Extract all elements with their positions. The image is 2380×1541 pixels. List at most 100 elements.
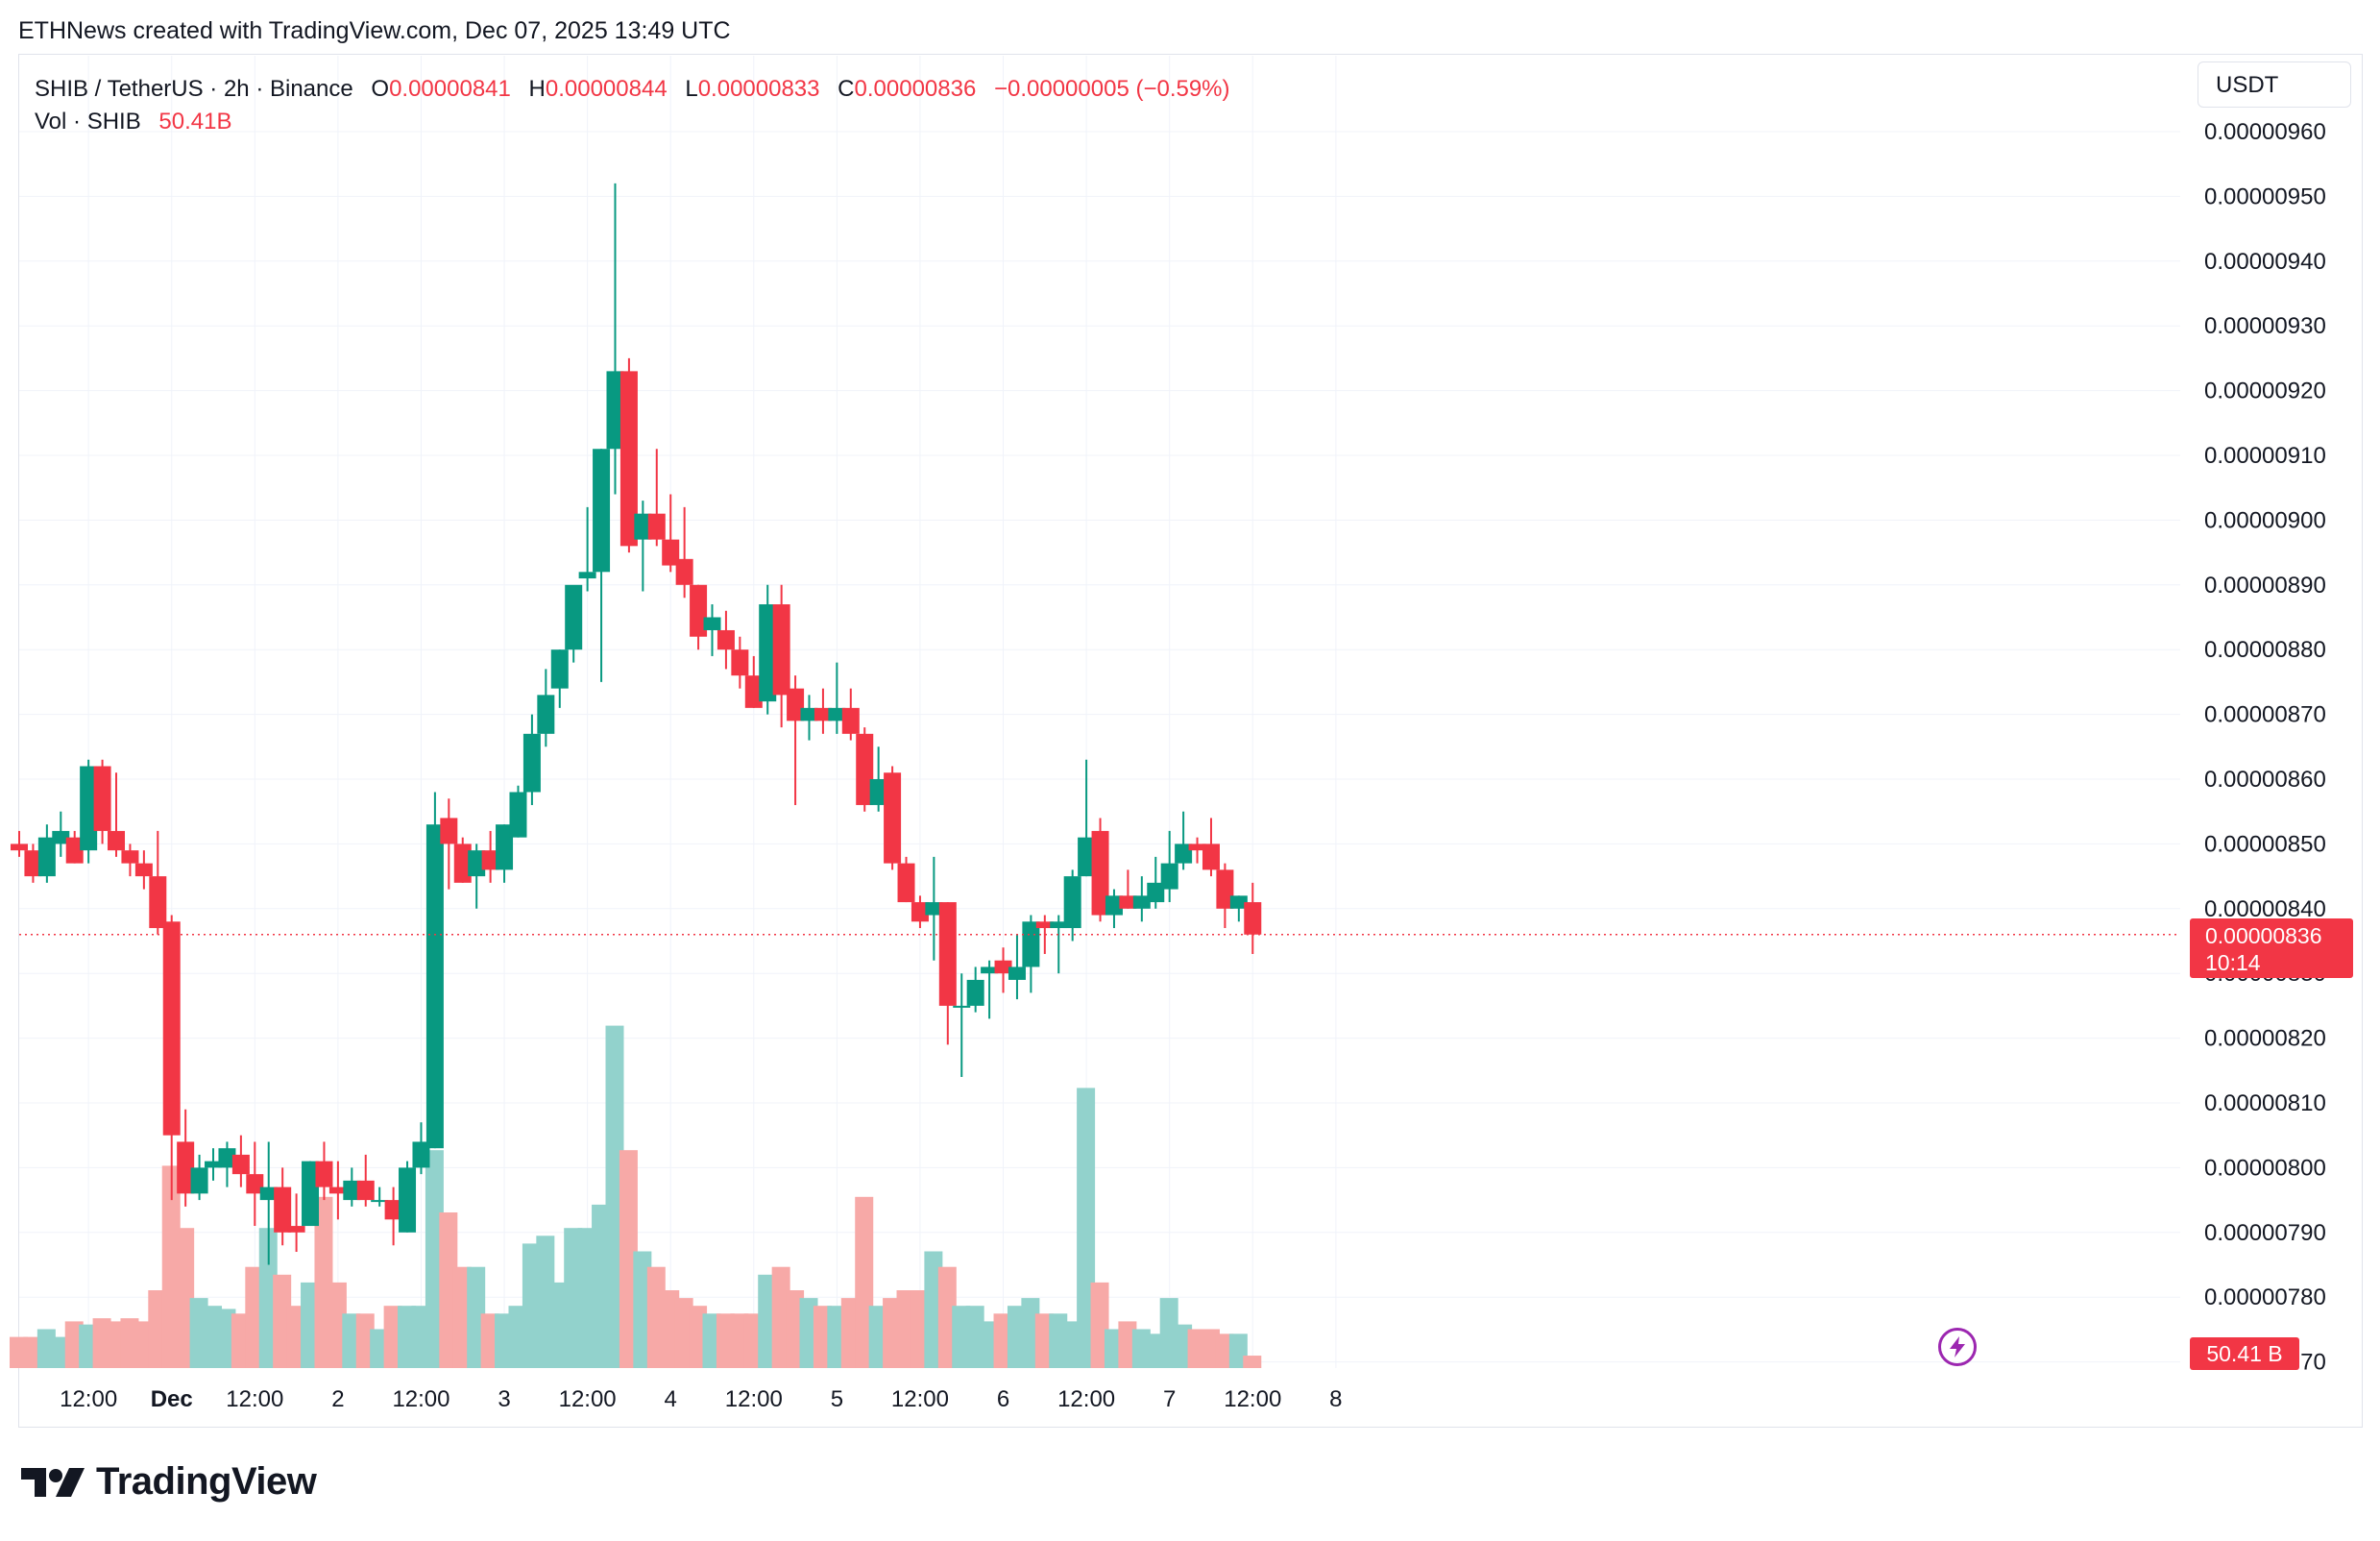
volume-bar	[980, 1321, 999, 1368]
volume-bar	[689, 1306, 708, 1368]
candle	[315, 1141, 333, 1201]
volume-bar	[508, 1306, 527, 1368]
candle	[1105, 889, 1123, 929]
candle-body	[716, 629, 735, 650]
price-tick-label: 0.00000930	[2204, 313, 2326, 339]
candle-body	[162, 921, 181, 1136]
time-tick-label: 12:00	[392, 1386, 449, 1412]
candle	[453, 837, 472, 883]
candle-body	[52, 830, 70, 844]
candle-body	[412, 1141, 430, 1168]
candle	[371, 1186, 389, 1207]
tradingview-logo[interactable]: TradingView	[21, 1460, 317, 1504]
lightning-icon[interactable]	[1938, 1328, 1977, 1366]
candle	[468, 844, 486, 909]
volume-bar	[577, 1228, 596, 1368]
candle	[619, 357, 638, 553]
candle	[1035, 915, 1054, 954]
candle-body	[911, 902, 929, 922]
legend-close-value: 0.00000836	[854, 76, 977, 102]
volume-bar	[286, 1306, 305, 1368]
volume-bar	[771, 1266, 790, 1368]
candle	[356, 1154, 375, 1207]
candle-body	[1147, 882, 1165, 903]
volume-bar	[1062, 1321, 1081, 1368]
price-tick-label: 0.00000790	[2204, 1220, 2326, 1246]
price-tick-label: 0.00000860	[2204, 767, 2326, 793]
candle	[52, 811, 70, 857]
candle	[218, 1141, 236, 1187]
candle	[537, 669, 555, 747]
candle	[1091, 818, 1109, 922]
volume-bar	[965, 1306, 984, 1368]
candle	[246, 1141, 264, 1227]
volume-bar	[1021, 1298, 1040, 1368]
volume-bar	[646, 1266, 666, 1368]
candle	[121, 844, 139, 877]
candle	[259, 1141, 278, 1265]
price-axis: 0.00000960 0.00000950 0.00000940 0.00000930…	[2204, 119, 2326, 1376]
volume-bar	[120, 1318, 139, 1368]
candle	[565, 584, 583, 663]
candle	[134, 850, 153, 890]
candle	[690, 584, 708, 650]
candle	[1022, 915, 1040, 993]
candle	[828, 662, 846, 734]
candle	[162, 915, 181, 1201]
time-tick-label: 8	[1329, 1386, 1342, 1412]
volume-bar	[799, 1298, 818, 1368]
candle	[80, 759, 98, 864]
volume-bar	[896, 1290, 915, 1368]
candle-body	[731, 649, 749, 676]
candle	[509, 785, 527, 838]
candle	[412, 1122, 430, 1175]
volume-bar	[51, 1336, 70, 1368]
candle-body	[1091, 830, 1109, 916]
currency-button[interactable]: USDT	[2198, 61, 2351, 108]
candle	[1008, 934, 1026, 1000]
volume-bar	[1187, 1329, 1206, 1368]
volume-bar	[813, 1306, 832, 1368]
candle-body	[647, 513, 666, 540]
volume-bar	[840, 1298, 860, 1368]
volume-bar	[107, 1321, 126, 1368]
volume-bar	[176, 1228, 195, 1368]
legend-volume-label[interactable]: Vol · SHIB	[35, 109, 141, 135]
volume-bar	[786, 1290, 805, 1368]
volume-bar	[189, 1298, 208, 1368]
candle	[1244, 882, 1262, 954]
volume-tag: 50.41 B	[2190, 1337, 2299, 1370]
candle-body	[593, 449, 611, 573]
price-tick-label: 0.00000840	[2204, 896, 2326, 922]
volume-bar	[1118, 1321, 1137, 1368]
candle	[966, 966, 984, 1013]
legend-change: −0.00000005 (−0.59%)	[993, 76, 1230, 102]
volume-bar	[452, 1266, 472, 1368]
price-tick-label: 0.00000940	[2204, 249, 2326, 275]
legend-symbol[interactable]: SHIB / TetherUS · 2h · Binance	[35, 76, 353, 102]
candle-body	[287, 1226, 305, 1233]
volume-bar	[10, 1336, 28, 1368]
candle-body	[328, 1186, 347, 1194]
candle-body	[1022, 921, 1040, 967]
chart-legend: SHIB / TetherUS · 2h · Binance O0.000008…	[35, 73, 1230, 138]
candle	[1175, 811, 1193, 870]
candle	[634, 501, 652, 592]
volume-bar	[1228, 1333, 1248, 1368]
candle-body	[703, 617, 721, 630]
candle-body	[246, 1174, 264, 1194]
candle	[205, 1148, 223, 1181]
candle-body	[1119, 895, 1137, 909]
candle	[177, 1109, 195, 1207]
volume-bar	[273, 1274, 292, 1368]
price-tick-label: 0.00000950	[2204, 183, 2326, 209]
candle-body	[550, 649, 569, 689]
volume-bar	[161, 1165, 181, 1368]
candle	[759, 584, 777, 715]
candle-body	[841, 707, 860, 734]
price-tick-label: 0.00000890	[2204, 573, 2326, 599]
candle-body	[93, 766, 111, 831]
volume-bar	[549, 1282, 569, 1368]
volume-bar	[314, 1196, 333, 1368]
